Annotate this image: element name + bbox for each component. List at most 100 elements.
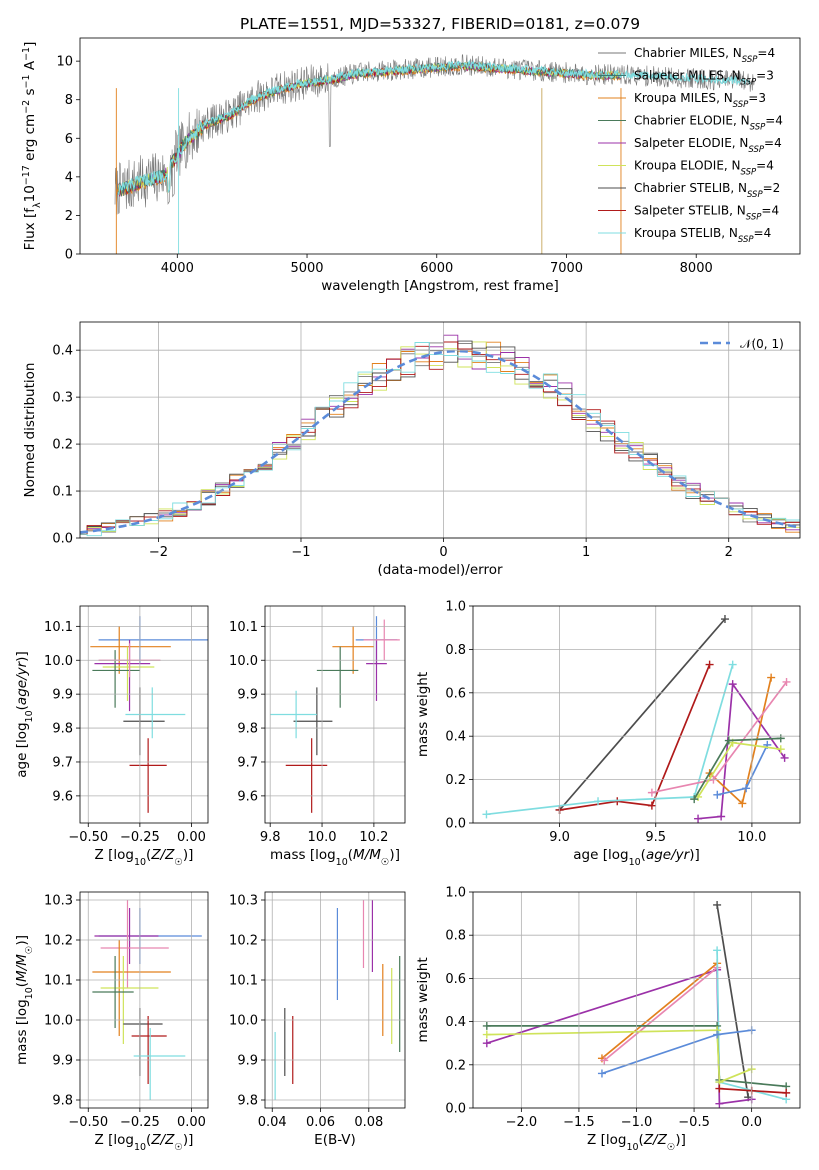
weight-marker bbox=[780, 753, 789, 762]
error-bar-point bbox=[332, 626, 374, 674]
error-bar-point bbox=[123, 1008, 163, 1076]
x-axis-label: mass [log10(M/M☉)] bbox=[270, 847, 400, 868]
weight-marker bbox=[724, 736, 733, 745]
legend-entry: Chabrier ELODIE, NSSP=4 bbox=[634, 114, 783, 133]
y-axis-label: Normed distribution bbox=[22, 363, 38, 498]
plot-area bbox=[92, 900, 202, 1100]
y-tick-label: 0.8 bbox=[445, 929, 466, 944]
weight-series bbox=[597, 959, 722, 1063]
x-tick-label: 1 bbox=[582, 545, 590, 560]
weight-line bbox=[716, 904, 750, 1098]
weight-marker bbox=[694, 814, 703, 823]
x-tick-label: −1 bbox=[291, 545, 310, 560]
weight-marker bbox=[728, 660, 737, 669]
error-bar-point bbox=[316, 646, 359, 708]
legend-entry: Salpeter STELIB, NSSP=4 bbox=[634, 204, 779, 223]
y-tick-label: 0.4 bbox=[445, 1015, 466, 1030]
legend-entry: Kroupa MILES, NSSP=3 bbox=[634, 91, 766, 110]
y-tick-label: 9.9 bbox=[237, 688, 258, 703]
chart-title: PLATE=1551, MJD=53327, FIBERID=0181, z=0… bbox=[240, 15, 640, 33]
plot-area bbox=[482, 900, 791, 1108]
y-tick-label: 1.0 bbox=[445, 600, 466, 615]
weight-marker bbox=[713, 900, 722, 909]
y-tick-label: 10.3 bbox=[44, 894, 73, 909]
y-tick-label: 10.1 bbox=[44, 974, 73, 989]
panel-5: −0.50 −0.25 0.00 9.8 9.9 10.0 10.1 10.2 10.3 Z [l… bbox=[14, 891, 209, 1153]
plot-area bbox=[90, 616, 208, 813]
y-tick-label: 0.4 bbox=[52, 344, 73, 359]
weight-marker bbox=[705, 660, 714, 669]
x-tick-label: 0.04 bbox=[258, 1115, 287, 1130]
weight-marker bbox=[482, 1021, 491, 1030]
y-tick-label: 0.2 bbox=[445, 773, 466, 788]
panel-1: −2 −1 0 1 2 0.0 0.1 0.2 0.3 0.4 (data-model)/error… bbox=[22, 321, 801, 578]
y-tick-label: 10.3 bbox=[229, 894, 258, 909]
y-tick-label: 0.3 bbox=[52, 391, 73, 406]
weight-marker bbox=[597, 1069, 606, 1078]
x-tick-label: 10.0 bbox=[737, 830, 766, 845]
y-tick-label: 1.0 bbox=[445, 886, 466, 901]
y-tick-label: 0.0 bbox=[52, 532, 73, 547]
x-tick-label: −2.0 bbox=[506, 1115, 538, 1130]
weight-marker bbox=[715, 1099, 724, 1108]
y-tick-label: 10.0 bbox=[229, 654, 258, 669]
y-tick-label: 0.0 bbox=[445, 817, 466, 832]
error-bar-point bbox=[133, 1028, 186, 1100]
weight-series bbox=[597, 1026, 756, 1078]
axes-frame bbox=[79, 891, 209, 1109]
x-tick-label: 0.06 bbox=[306, 1115, 335, 1130]
weight-marker bbox=[482, 810, 491, 819]
x-tick-label: −0.50 bbox=[68, 1115, 108, 1130]
y-tick-label: 10.0 bbox=[229, 1014, 258, 1029]
error-bar-point bbox=[102, 646, 155, 701]
y-tick-label: 9.9 bbox=[237, 1054, 258, 1069]
axes-frame bbox=[472, 605, 801, 824]
y-axis-label: age [log10(age/yr)] bbox=[14, 651, 35, 777]
weight-marker bbox=[690, 795, 699, 804]
weight-marker bbox=[776, 734, 785, 743]
x-axis-label: Z [log10(Z/Z☉)] bbox=[587, 1132, 686, 1153]
x-tick-label: 6000 bbox=[420, 261, 453, 276]
y-tick-label: 0.2 bbox=[445, 1058, 466, 1073]
legend-entry: Chabrier STELIB, NSSP=2 bbox=[634, 181, 780, 200]
y-tick-label: 0.0 bbox=[445, 1102, 466, 1117]
x-tick-label: 2 bbox=[725, 545, 733, 560]
y-tick-label: 0.1 bbox=[52, 485, 73, 500]
x-tick-label: −1.0 bbox=[621, 1115, 653, 1130]
y-tick-label: 8 bbox=[65, 93, 73, 108]
y-tick-label: 9.9 bbox=[52, 688, 73, 703]
x-tick-label: 4000 bbox=[161, 261, 194, 276]
weight-line bbox=[698, 681, 786, 820]
y-tick-label: 0.6 bbox=[445, 686, 466, 701]
weight-series bbox=[694, 738, 785, 801]
observed-spectrum-line bbox=[114, 54, 755, 215]
x-tick-label: 5000 bbox=[290, 261, 323, 276]
y-tick-label: 9.8 bbox=[237, 1094, 258, 1109]
x-tick-label: −0.50 bbox=[68, 830, 108, 845]
weight-marker bbox=[717, 812, 726, 821]
error-bar-point bbox=[131, 1016, 167, 1084]
error-bar-point bbox=[100, 956, 159, 1044]
x-tick-label: 9.0 bbox=[549, 830, 570, 845]
y-tick-label: 0 bbox=[65, 248, 73, 263]
panel-2: −0.50 −0.25 0.00 9.6 9.7 9.8 9.9 10.0 10.1 Z [log… bbox=[14, 605, 209, 868]
weight-marker bbox=[713, 946, 722, 955]
y-tick-label: 9.8 bbox=[237, 722, 258, 737]
plot-area bbox=[270, 616, 400, 813]
x-tick-label: −2 bbox=[149, 545, 168, 560]
error-bar-point bbox=[100, 900, 169, 988]
y-axis-label: mass [log10(M/M☉)] bbox=[14, 935, 35, 1065]
weight-marker bbox=[720, 615, 729, 624]
legend-entry: 𝒩(0, 1) bbox=[740, 337, 784, 351]
weight-marker bbox=[600, 1056, 609, 1065]
y-tick-label: 10.2 bbox=[44, 934, 73, 949]
weight-series bbox=[482, 965, 756, 1108]
y-tick-label: 4 bbox=[65, 170, 73, 185]
weight-line bbox=[486, 664, 734, 816]
weight-line bbox=[601, 962, 718, 1059]
legend-entry: Kroupa STELIB, NSSP=4 bbox=[634, 226, 771, 245]
weight-marker bbox=[482, 1030, 491, 1039]
axes-frame bbox=[79, 37, 801, 255]
x-tick-label: 0.00 bbox=[177, 830, 206, 845]
x-tick-label: 7000 bbox=[550, 261, 583, 276]
